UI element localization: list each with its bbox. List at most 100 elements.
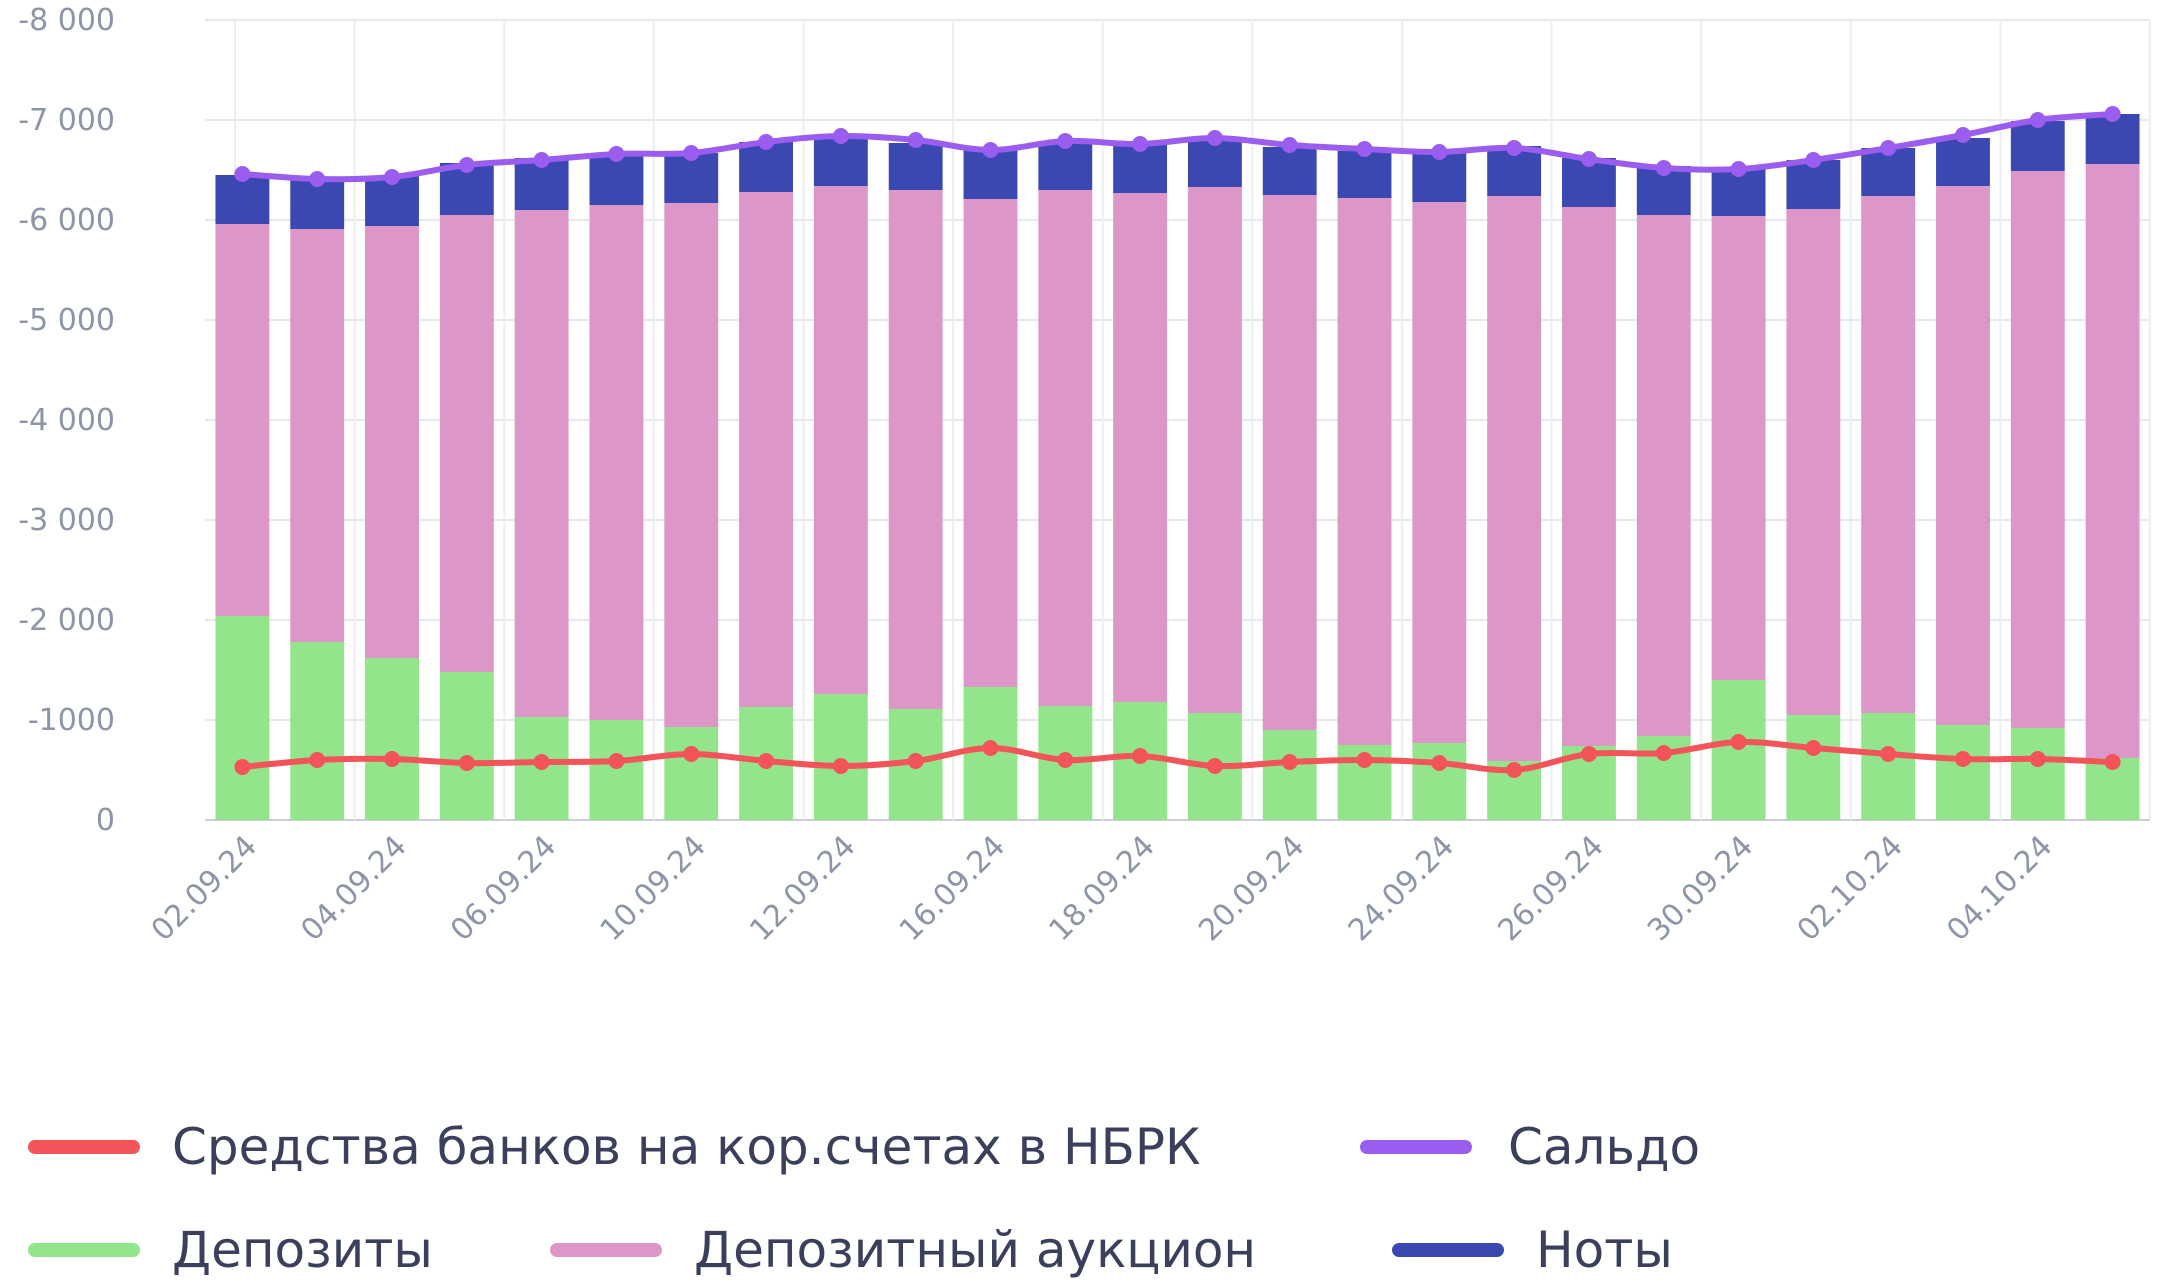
lines-layer [234, 106, 2121, 778]
bar-segment-deposit-auction [2010, 171, 2065, 728]
point-saldo [1281, 137, 1298, 153]
bar-segment-deposit-auction [2085, 164, 2140, 758]
bar-segment-notes [888, 143, 943, 190]
bar-segment-notes [1337, 151, 1392, 198]
bar-segment-deposit-auction [963, 199, 1018, 687]
point-saldo [1805, 152, 1822, 168]
y-tick-label: -4 000 [18, 403, 115, 438]
bar-segment-notes [664, 153, 719, 203]
point-bank-funds [1655, 745, 1672, 761]
point-bank-funds [1057, 752, 1074, 768]
bar-segment-deposit-auction [1936, 186, 1990, 725]
point-bank-funds [458, 755, 475, 771]
legend-label-deposit-auction: Депозитный аукцион [694, 1221, 1257, 1279]
bar-segment-deposits [1786, 715, 1841, 820]
point-saldo [1580, 151, 1597, 167]
point-bank-funds [2029, 751, 2046, 767]
point-bank-funds [234, 759, 251, 775]
x-tick-label: 24.09.24 [1342, 829, 1461, 948]
legend-label-notes: Ноты [1536, 1221, 1673, 1279]
bar-segment-deposits [290, 642, 345, 820]
point-saldo [1206, 130, 1223, 146]
legend-item-saldo[interactable]: Сальдо [1360, 1112, 1700, 1182]
point-saldo [683, 145, 700, 161]
point-bank-funds [683, 746, 700, 762]
x-tick-label: 16.09.24 [893, 829, 1012, 948]
x-tick-label: 02.09.24 [145, 829, 264, 948]
legend-item-deposit-auction[interactable]: Депозитный аукцион [550, 1215, 1256, 1285]
bar-segment-deposits [1412, 743, 1467, 820]
point-bank-funds [1954, 751, 1971, 767]
point-saldo [533, 152, 550, 168]
point-bank-funds [907, 753, 924, 769]
point-saldo [832, 128, 849, 144]
x-tick-label: 02.10.24 [1791, 829, 1910, 948]
point-bank-funds [2104, 754, 2121, 770]
point-bank-funds [384, 751, 401, 767]
bars-layer [215, 114, 2140, 820]
bar-segment-deposit-auction [664, 203, 719, 727]
bar-segment-notes [1936, 138, 1990, 186]
legend-swatch-deposits [28, 1243, 140, 1257]
point-bank-funds [533, 754, 550, 770]
bar-segment-deposits [2010, 728, 2065, 820]
bar-segment-deposit-auction [365, 226, 419, 658]
bar-segment-notes [1262, 147, 1317, 195]
bar-segment-deposit-auction [813, 186, 868, 694]
bar-segment-deposit-auction [1636, 215, 1691, 736]
legend-item-deposits[interactable]: Депозиты [28, 1215, 433, 1285]
point-saldo [1730, 161, 1747, 177]
legend-label-saldo: Сальдо [1508, 1118, 1701, 1176]
bar-segment-notes [2010, 121, 2065, 171]
bar-segment-deposits [664, 727, 719, 820]
point-bank-funds [309, 752, 326, 768]
x-tick-label: 26.09.24 [1491, 829, 1610, 948]
bar-segment-deposit-auction [1337, 198, 1392, 745]
point-saldo [907, 132, 924, 148]
legend-label-bank-funds: Средства банков на кор.счетах в НБРК [172, 1118, 1201, 1176]
point-saldo [1880, 140, 1897, 156]
bar-segment-notes [739, 142, 793, 192]
bar-segment-deposits [1861, 713, 1916, 820]
point-saldo [1132, 136, 1149, 152]
point-bank-funds [1206, 758, 1223, 774]
point-bank-funds [608, 753, 625, 769]
x-tick-label: 04.10.24 [1940, 829, 2059, 948]
point-bank-funds [1431, 755, 1448, 771]
stacked-bar-line-chart: 0 -1000 -2 000 -3 000 -4 000 -5 000 -6 000 -7 0… [18, 3, 2151, 948]
bar-segment-notes [1412, 153, 1467, 202]
y-tick-label: -8 000 [18, 3, 115, 38]
y-tick-label: 0 [96, 803, 115, 838]
legend-item-notes[interactable]: Ноты [1392, 1215, 1673, 1285]
x-tick-label: 06.09.24 [444, 829, 563, 948]
bar-segment-deposit-auction [439, 215, 494, 672]
bar-segment-deposits [813, 694, 868, 820]
bar-segment-deposit-auction [1113, 193, 1168, 702]
point-saldo [1506, 140, 1523, 156]
bar-segment-notes [1187, 138, 1242, 187]
x-tick-label: 18.09.24 [1043, 829, 1162, 948]
point-bank-funds [1281, 754, 1298, 770]
bar-segment-deposit-auction [290, 229, 345, 642]
y-tick-label: -3 000 [18, 503, 115, 538]
x-tick-label: 10.09.24 [594, 829, 713, 948]
point-bank-funds [1132, 748, 1149, 764]
point-saldo [2029, 112, 2046, 128]
point-bank-funds [1880, 746, 1897, 762]
bar-segment-notes [1786, 160, 1841, 209]
bar-segment-deposits [215, 616, 270, 820]
bar-segment-deposits [589, 720, 644, 820]
point-bank-funds [1730, 734, 1747, 750]
legend-swatch-deposit-auction [550, 1243, 662, 1257]
bar-segment-deposit-auction [514, 210, 569, 717]
bar-segment-deposit-auction [739, 192, 793, 707]
bar-segment-deposit-auction [1711, 216, 1766, 680]
bar-segment-deposits [439, 672, 494, 820]
y-tick-label: -5 000 [18, 303, 115, 338]
x-tick-label: 12.09.24 [743, 829, 862, 948]
legend-item-bank-funds[interactable]: Средства банков на кор.счетах в НБРК [28, 1112, 1201, 1182]
bar-segment-deposit-auction [1487, 196, 1542, 761]
point-saldo [1356, 141, 1373, 157]
point-saldo [608, 146, 625, 162]
bar-segment-deposit-auction [1786, 209, 1841, 715]
